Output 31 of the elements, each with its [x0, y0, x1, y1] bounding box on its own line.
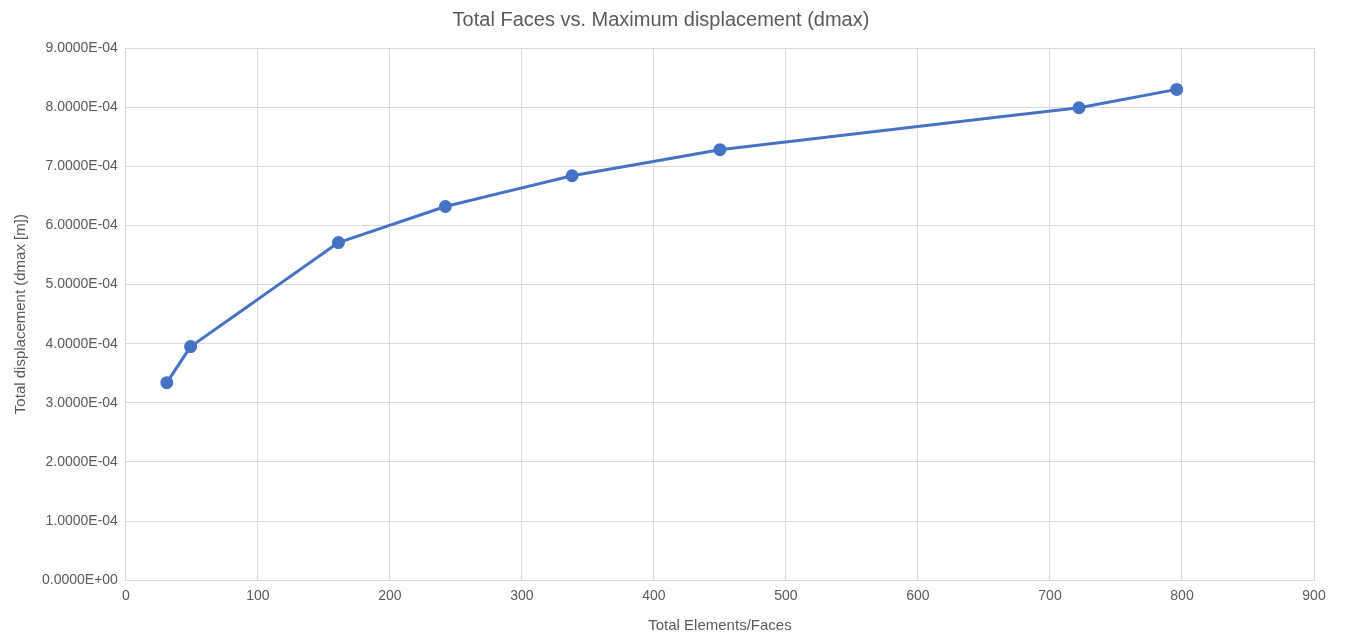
y-tick-label: 2.0000E-04 [45, 452, 119, 469]
x-tick-label: 900 [1302, 587, 1326, 604]
x-tick-label: 500 [774, 587, 798, 604]
point [1072, 101, 1086, 115]
y-tick-label: 5.0000E-04 [45, 275, 119, 292]
x-tick-label: 800 [1170, 587, 1194, 604]
y-tick-label: 1.0000E-04 [45, 511, 119, 528]
point [565, 169, 579, 183]
x-tick-label: 0 [122, 587, 131, 604]
x-tick-label: 200 [378, 587, 402, 604]
chart-title: Total Faces vs. Maximum displacement (dmax) [452, 7, 870, 30]
point [160, 376, 174, 390]
y-tick-label: 6.0000E-04 [45, 216, 119, 233]
point [1170, 82, 1184, 96]
point [331, 236, 345, 250]
y-tick-label: 9.0000E-04 [45, 38, 119, 55]
x-tick-label: 400 [642, 587, 666, 604]
y-tick-label: 3.0000E-04 [45, 393, 119, 410]
y-tick-label: 0.0000E+00 [42, 571, 119, 588]
point [713, 143, 727, 157]
x-tick-label: 600 [906, 587, 930, 604]
x-tick-label: 300 [510, 587, 534, 604]
y-axis-title: Total displacement (dmax [m]) [11, 214, 29, 415]
x-axis-title: Total Elements/Faces [648, 616, 792, 634]
y-tick-label: 8.0000E-04 [45, 97, 119, 114]
y-tick-label: 4.0000E-04 [45, 334, 119, 351]
x-tick-label: 700 [1038, 587, 1062, 604]
point [438, 199, 452, 213]
point [184, 340, 198, 354]
x-tick-label: 100 [246, 587, 270, 604]
y-tick-label: 7.0000E-04 [45, 157, 119, 174]
